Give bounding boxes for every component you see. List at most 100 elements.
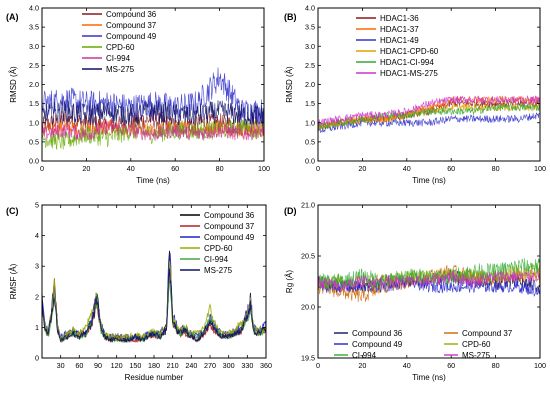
y-tick-label: 20.0 (301, 303, 315, 312)
panel-label: (B) (284, 12, 297, 22)
legend-label: Compound 37 (462, 329, 513, 338)
x-tick-label: 0 (316, 164, 320, 173)
x-axis-title: Time (ns) (412, 373, 446, 382)
y-tick-label: 2.5 (305, 61, 315, 70)
y-tick-label: 2 (35, 292, 39, 301)
y-tick-label: 19.5 (301, 354, 315, 363)
legend-label: Compound 36 (352, 329, 403, 338)
y-axis-title: RMSD (Å) (9, 66, 18, 103)
legend-label: Compound 36 (106, 10, 157, 19)
x-tick-label: 60 (447, 164, 455, 173)
y-tick-label: 3 (35, 262, 39, 271)
y-tick-label: 0 (35, 354, 39, 363)
y-tick-label: 4 (35, 231, 39, 240)
legend-label: CPD-60 (106, 43, 135, 52)
x-tick-label: 270 (204, 361, 216, 370)
x-tick-label: 20 (358, 361, 366, 370)
y-tick-label: 1 (35, 323, 39, 332)
y-tick-label: 3.0 (29, 42, 39, 51)
x-axis-title: Time (ns) (412, 176, 446, 185)
legend-label: Compound 37 (106, 21, 157, 30)
x-tick-label: 210 (167, 361, 179, 370)
x-tick-label: 100 (258, 164, 270, 173)
x-tick-label: 60 (447, 361, 455, 370)
panel-label: (C) (6, 206, 19, 216)
series-group (42, 250, 266, 344)
y-tick-label: 1.0 (29, 118, 39, 127)
y-tick-label: 5 (35, 201, 39, 210)
x-tick-label: 0 (316, 361, 320, 370)
legend-label: HDAC1-49 (380, 36, 419, 45)
legend-label: CI-994 (204, 255, 229, 264)
x-tick-label: 80 (216, 164, 224, 173)
y-tick-label: 21.0 (301, 201, 315, 210)
y-tick-label: 1.5 (305, 99, 315, 108)
panel-1: 0 20 40 60 80 100 0.0 0.5 1.0 1.5 2.0 2.5 3.0 3.5 4.0 T… (6, 4, 270, 186)
plot-frame (317, 204, 541, 359)
y-tick-label: 4.0 (29, 4, 39, 13)
series-line-5 (318, 258, 540, 290)
legend-label: HDAC1-CI-994 (380, 58, 434, 67)
x-tick-label: 60 (75, 361, 83, 370)
x-tick-label: 40 (403, 164, 411, 173)
x-tick-label: 40 (403, 361, 411, 370)
y-tick-label: 2.5 (29, 61, 39, 70)
x-axis-title: Residue number (125, 373, 184, 382)
series-line-6 (318, 95, 540, 127)
legend-label: CPD-60 (204, 244, 233, 253)
y-tick-label: 0.5 (29, 137, 39, 146)
x-tick-label: 300 (223, 361, 235, 370)
series-line-6 (42, 268, 266, 344)
x-tick-label: 90 (94, 361, 102, 370)
series-line-3 (318, 112, 540, 133)
x-tick-label: 60 (171, 164, 179, 173)
y-tick-label: 20.5 (301, 252, 315, 261)
legend-label: HDAC1-37 (380, 25, 419, 34)
legend-label: HDAC1-36 (380, 14, 419, 23)
legend-label: HDAC1-MS-275 (380, 69, 438, 78)
legend-label: Compound 37 (204, 222, 255, 231)
series-group (318, 95, 540, 133)
legend-label: Compound 49 (352, 340, 403, 349)
legend-label: Compound 49 (106, 32, 157, 41)
x-tick-label: 100 (534, 361, 546, 370)
y-axis-title: Rg (Å) (285, 270, 294, 293)
x-tick-label: 150 (129, 361, 141, 370)
series-line-5 (42, 119, 264, 141)
series-line-4 (42, 118, 264, 150)
y-tick-label: 0.0 (305, 157, 315, 166)
legend-label: MS-275 (204, 266, 233, 275)
legend-label: MS-275 (462, 351, 491, 360)
plot-frame (317, 7, 541, 162)
series-line-4 (42, 261, 266, 342)
series-line-1 (42, 250, 266, 344)
y-tick-label: 0.0 (29, 157, 39, 166)
legend-label: Compound 49 (204, 233, 255, 242)
x-tick-label: 180 (148, 361, 160, 370)
y-tick-label: 1.5 (29, 99, 39, 108)
y-tick-label: 0.5 (305, 137, 315, 146)
legend-label: CPD-60 (462, 340, 491, 349)
y-tick-label: 4.0 (305, 4, 315, 13)
x-tick-label: 80 (492, 361, 500, 370)
x-tick-label: 120 (111, 361, 123, 370)
y-axis-title: RMSF (Å) (9, 263, 18, 299)
legend-label: CI-994 (106, 54, 131, 63)
legend: Compound 36 Compound 37 Compound 49 CPD-60 C… (82, 10, 157, 74)
legend: HDAC1-36 HDAC1-37 HDAC1-49 HDAC1-CPD-60 HDAC… (356, 14, 439, 78)
panel-4: 0 20 40 60 80 100 19.5 20.0 20.5 21.0 Time (ns) Rg … (284, 201, 546, 383)
panel-label: (D) (284, 206, 297, 216)
legend: Compound 36 Compound 37 Compound 49 CPD-60 C… (334, 329, 513, 360)
legend-label: CI-994 (352, 351, 377, 360)
series-line-5 (318, 102, 540, 131)
series-line-6 (318, 269, 540, 291)
panel-label: (A) (6, 12, 19, 22)
legend-label: Compound 36 (204, 211, 255, 220)
x-tick-label: 80 (492, 164, 500, 173)
x-tick-label: 240 (185, 361, 197, 370)
y-tick-label: 1.0 (305, 118, 315, 127)
y-tick-label: 3.5 (29, 23, 39, 32)
legend-label: HDAC1-CPD-60 (380, 47, 439, 56)
panel-3: 30 60 90 120 150 180 210 240 270 300 330 360 0 1 2 3 4 5 R… (6, 201, 272, 383)
